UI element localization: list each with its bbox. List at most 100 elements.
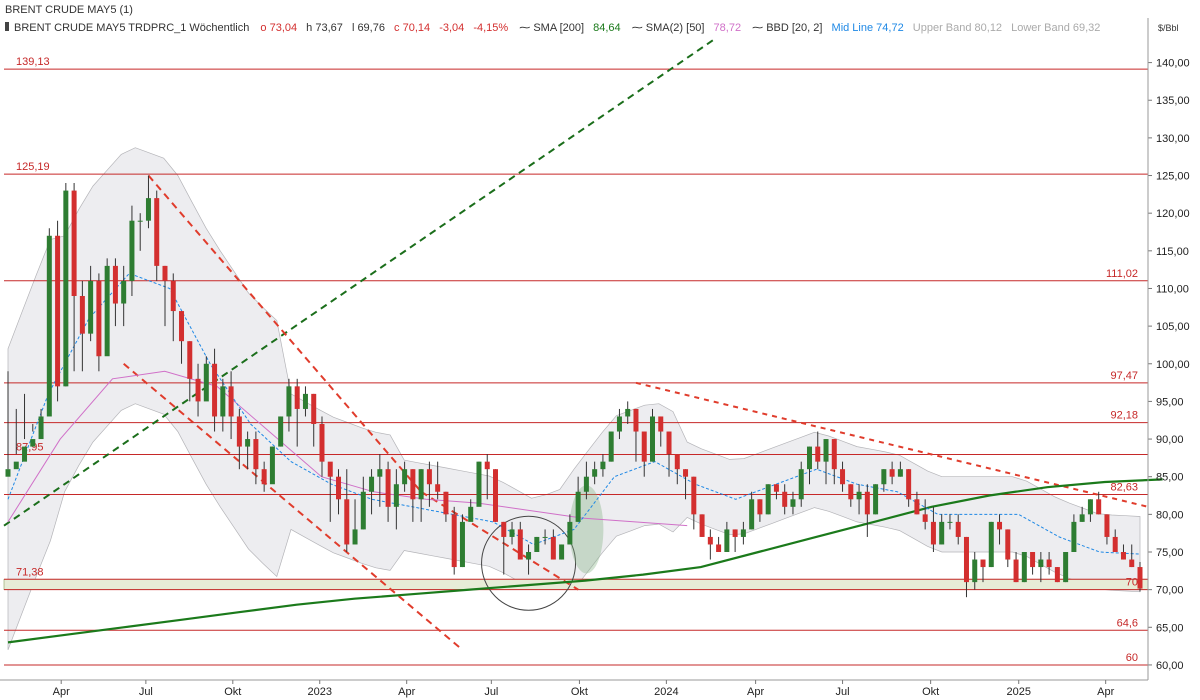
candle [963, 536, 969, 598]
candle-body [1104, 514, 1110, 537]
bollinger-band-fill [7, 147, 1141, 651]
x-tick-label: Okt [922, 686, 939, 698]
y-tick-label: 60,00 [1156, 660, 1184, 672]
candle [864, 484, 870, 537]
candle-body [616, 416, 622, 432]
mid-line-value: Mid Line 74,72 [832, 22, 904, 34]
candle [674, 454, 680, 485]
candle-body [1087, 499, 1093, 515]
candle [691, 476, 697, 530]
candle-body [253, 439, 259, 470]
candle-body [526, 552, 532, 560]
candle-body [757, 499, 763, 515]
level-label: 60 [1126, 652, 1138, 664]
candle [947, 514, 953, 530]
candle-body [286, 386, 292, 417]
candle [575, 476, 581, 522]
candle-body [649, 416, 655, 462]
candle-body [269, 446, 275, 485]
y-tick-label: 85,00 [1156, 472, 1184, 484]
candle [881, 469, 887, 492]
candle-body [187, 341, 193, 379]
candlesticks [5, 175, 1143, 598]
candle [1120, 544, 1126, 560]
candle-body [1013, 559, 1019, 583]
candle-body [633, 408, 639, 432]
candle [501, 521, 507, 575]
candle-body [88, 280, 94, 334]
candle-body [369, 476, 375, 492]
candle-body [997, 521, 1003, 530]
candle [658, 416, 664, 447]
candle-body [790, 499, 796, 507]
candle [360, 476, 366, 530]
candle [170, 273, 176, 342]
candle-body [691, 476, 697, 515]
y-tick-label: 100,00 [1156, 359, 1190, 371]
level-label: 97,47 [1110, 370, 1138, 382]
header-line: BRENT CRUDE MAY5 TRDPRC_1 Wöchentlich o … [14, 22, 1100, 34]
y-tick-label: 120,00 [1156, 208, 1190, 220]
candle [294, 378, 300, 447]
sma50-line [7, 370, 688, 527]
x-tick-label: Okt [224, 686, 241, 698]
candle [559, 544, 565, 560]
x-tick-label: 2023 [308, 686, 332, 698]
candle [253, 431, 259, 485]
candle [493, 469, 499, 522]
candle-body [625, 408, 631, 417]
candle [286, 378, 292, 432]
candle-body [112, 265, 118, 304]
candle-body [435, 484, 441, 492]
candle-body [459, 521, 465, 568]
candle [179, 311, 185, 364]
candle-body [5, 469, 11, 477]
candle-body [699, 514, 705, 537]
candle-body [806, 446, 812, 470]
candle [724, 521, 730, 552]
candle [261, 461, 267, 492]
candle [534, 536, 540, 552]
change-pct-value: -4,15% [473, 22, 508, 34]
candle [815, 431, 821, 470]
candle [765, 484, 771, 515]
candle [71, 183, 77, 372]
candle-body [906, 469, 912, 500]
candle-body [145, 198, 151, 221]
resistance-trend-line [635, 381, 1149, 508]
candle [683, 469, 689, 500]
candle-body [782, 491, 788, 507]
candle-body [1046, 559, 1052, 568]
candle-body [418, 469, 424, 500]
candle-body [179, 311, 185, 342]
level-label: 71,38 [16, 566, 44, 578]
candle [1079, 506, 1085, 522]
candle [137, 213, 143, 251]
candle-body [22, 446, 28, 462]
candle [1063, 552, 1069, 583]
open-value: o 73,04 [260, 22, 297, 34]
candle-body [336, 476, 342, 500]
candle-body [963, 536, 969, 583]
candle [798, 461, 804, 507]
candle-body [63, 190, 69, 387]
candle [269, 446, 275, 485]
candle [220, 378, 226, 432]
low-value: l 69,76 [352, 22, 385, 34]
candle [509, 521, 515, 545]
candle-body [930, 521, 936, 545]
sma-icon: ⁓ [519, 22, 530, 34]
candle-body [922, 514, 928, 522]
candle-body [1005, 529, 1011, 560]
y-axis: 140,00 135,00 130,00 125,00 120,00 115,00 110,… [1148, 58, 1190, 672]
candle [1087, 499, 1093, 522]
candle [484, 454, 490, 500]
candle [1112, 529, 1118, 552]
candle [716, 536, 722, 552]
bbd-icon: ⁓ [752, 22, 763, 34]
x-tick-label: 2025 [1006, 686, 1030, 698]
candle [806, 446, 812, 485]
candle [5, 371, 11, 477]
level-label: 64,6 [1117, 617, 1138, 629]
